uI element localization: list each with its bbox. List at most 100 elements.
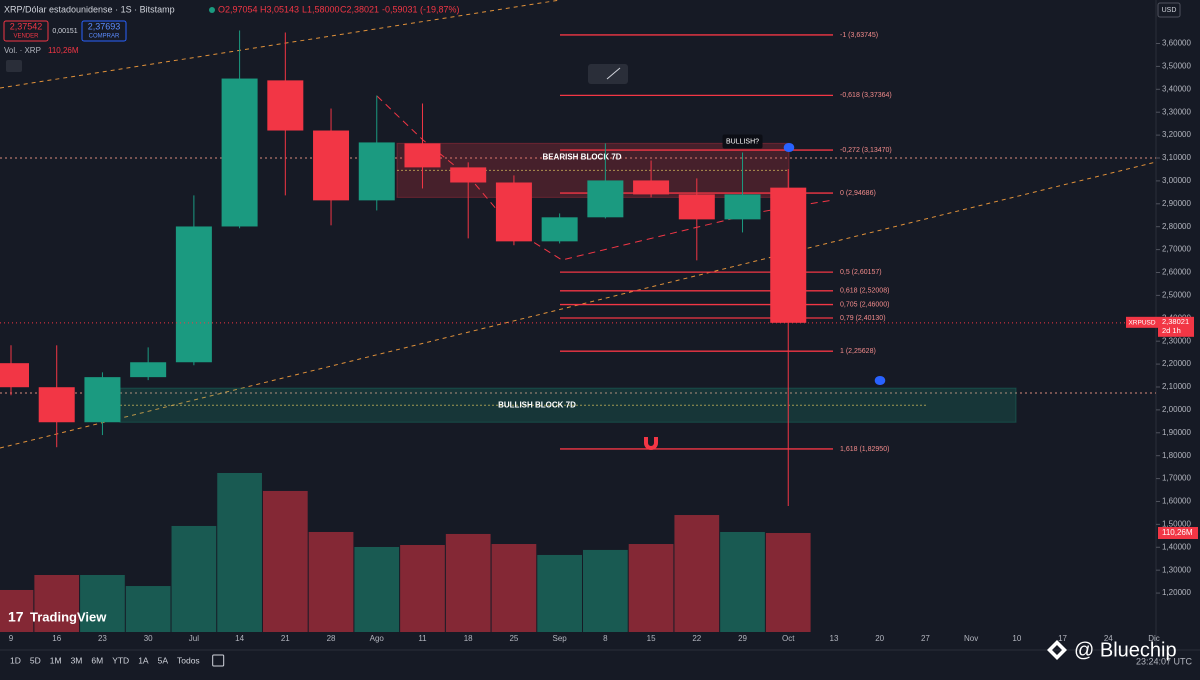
- x-tick-label: Sep: [553, 634, 568, 643]
- y-tick-label: 1,40000: [1162, 542, 1191, 551]
- x-tick-label: Dic: [1148, 634, 1160, 643]
- toolbar: 1D 5D 1M 3M 6M YTD 1A 5A Todos: [10, 654, 225, 667]
- buy-button[interactable]: [81, 20, 127, 42]
- x-tick-label: 21: [281, 634, 290, 643]
- candle-body: [0, 363, 29, 388]
- buy-label: COMPRAR: [89, 34, 120, 40]
- range-button[interactable]: 6M: [91, 655, 103, 665]
- y-tick-label: 1,60000: [1162, 497, 1191, 506]
- volume-bar: [80, 574, 125, 632]
- candle-body: [313, 130, 350, 201]
- fib-label: 0,618 (2,52008): [840, 288, 889, 295]
- candle-body: [587, 180, 624, 218]
- high: H3,05143: [260, 4, 299, 14]
- magnet-icon: [644, 437, 658, 450]
- range-button[interactable]: 5D: [30, 655, 41, 665]
- x-tick-label: 24: [1104, 634, 1113, 643]
- candle-body: [84, 377, 121, 423]
- buy-price: 2,37693: [88, 21, 121, 31]
- x-tick-label: Nov: [964, 634, 978, 643]
- fib-label: -1 (3,63745): [840, 32, 878, 39]
- sell-button[interactable]: [3, 20, 49, 42]
- volume-bar: [720, 531, 765, 632]
- volume-bar: [445, 533, 491, 632]
- range-button[interactable]: 5A: [158, 655, 169, 665]
- open: O2,97054: [218, 4, 258, 14]
- x-tick-label: 17: [1058, 634, 1067, 643]
- volume-bar: [354, 546, 400, 632]
- volume-value: 110,26M: [48, 46, 79, 55]
- x-tick-label: 25: [509, 634, 518, 643]
- x-tick-label: 28: [327, 634, 336, 643]
- candle-body: [38, 387, 75, 423]
- y-tick-label: 2,00000: [1162, 405, 1191, 414]
- fib-label: 0,79 (2,40130): [840, 315, 886, 322]
- y-tick-label: 2,70000: [1162, 245, 1191, 254]
- y-tick-label: 2,30000: [1162, 336, 1191, 345]
- candles: [0, 30, 807, 507]
- range-button[interactable]: YTD: [112, 655, 129, 665]
- x-tick-label: 10: [1012, 634, 1021, 643]
- x-tick-label: 14: [235, 634, 244, 643]
- candle-body: [678, 194, 715, 220]
- sell-label: VENDER: [13, 34, 39, 40]
- range-button[interactable]: 1M: [50, 655, 62, 665]
- range-button[interactable]: 3M: [71, 655, 83, 665]
- x-tick-label: 29: [738, 634, 747, 643]
- y-tick-label: 3,40000: [1162, 84, 1191, 93]
- y-tick-label: 1,20000: [1162, 588, 1191, 597]
- volume-bar: [491, 544, 537, 632]
- volume-bar: [262, 490, 308, 632]
- fib-label: -0,618 (3,37364): [840, 92, 892, 99]
- watermark: @ Bluechip: [1047, 639, 1177, 661]
- y-tick-label: 3,20000: [1162, 130, 1191, 139]
- annotation-box: [722, 134, 763, 149]
- status-dot: [209, 7, 215, 13]
- change: -0,59031 (-19,87%): [382, 4, 460, 14]
- volume-bar: [34, 574, 80, 632]
- close: C2,38021: [340, 4, 379, 14]
- countdown: 2d 1h: [1162, 326, 1181, 335]
- fib-label: 1 (2,25628): [840, 348, 876, 355]
- candle-body: [221, 78, 258, 227]
- range-button[interactable]: Todos: [177, 655, 200, 665]
- candle-body: [770, 187, 807, 323]
- y-tick-label: 3,60000: [1162, 39, 1191, 48]
- zone-label: BEARISH BLOCK 7D: [542, 152, 621, 161]
- y-tick-label: 1,30000: [1162, 565, 1191, 574]
- collapse-button[interactable]: [6, 60, 22, 72]
- volume-tag: [1158, 527, 1198, 540]
- volume-bar: [125, 586, 171, 632]
- fib-label: 1,618 (1,82950): [840, 446, 889, 453]
- zone-label: BULLISH BLOCK 7D: [498, 400, 576, 409]
- symbol-title: XRP/Dólar estadounidense · 1S · Bitstamp: [4, 4, 175, 14]
- y-tick-label: 2,50000: [1162, 291, 1191, 300]
- y-tick-label: 1,80000: [1162, 451, 1191, 460]
- candle-body: [495, 182, 532, 242]
- annotation: BULLISH?: [726, 138, 759, 145]
- volume-bar: [217, 473, 262, 632]
- y-tick-label: 1,50000: [1162, 519, 1191, 528]
- low: L1,58000: [302, 4, 340, 14]
- y-tick-label: 3,50000: [1162, 62, 1191, 71]
- alert-pin[interactable]: [874, 376, 886, 395]
- alert-pin[interactable]: [783, 143, 795, 166]
- volume-bar: [537, 554, 582, 632]
- watermark-icon: [1047, 640, 1067, 660]
- spread: 0,00151: [52, 28, 77, 35]
- currency-button[interactable]: [1157, 2, 1181, 18]
- x-tick-label: 27: [921, 634, 930, 643]
- y-tick-label: 3,30000: [1162, 107, 1191, 116]
- axes: 1,20000 1,30000 1,40000 1,50000 1,60000 1,700…: [9, 39, 1192, 643]
- date-range-button[interactable]: [212, 654, 225, 667]
- price-tag: [1158, 316, 1194, 337]
- range-button[interactable]: 1D: [10, 655, 21, 665]
- candle-body: [175, 226, 212, 363]
- x-tick-label: 11: [418, 634, 427, 643]
- x-tick-label: 8: [603, 634, 608, 643]
- x-tick-label: Oct: [782, 634, 795, 643]
- volume-bar: [628, 544, 674, 632]
- range-button[interactable]: 1A: [138, 655, 149, 665]
- tool-button[interactable]: [588, 64, 628, 84]
- x-tick-label: 16: [52, 634, 61, 643]
